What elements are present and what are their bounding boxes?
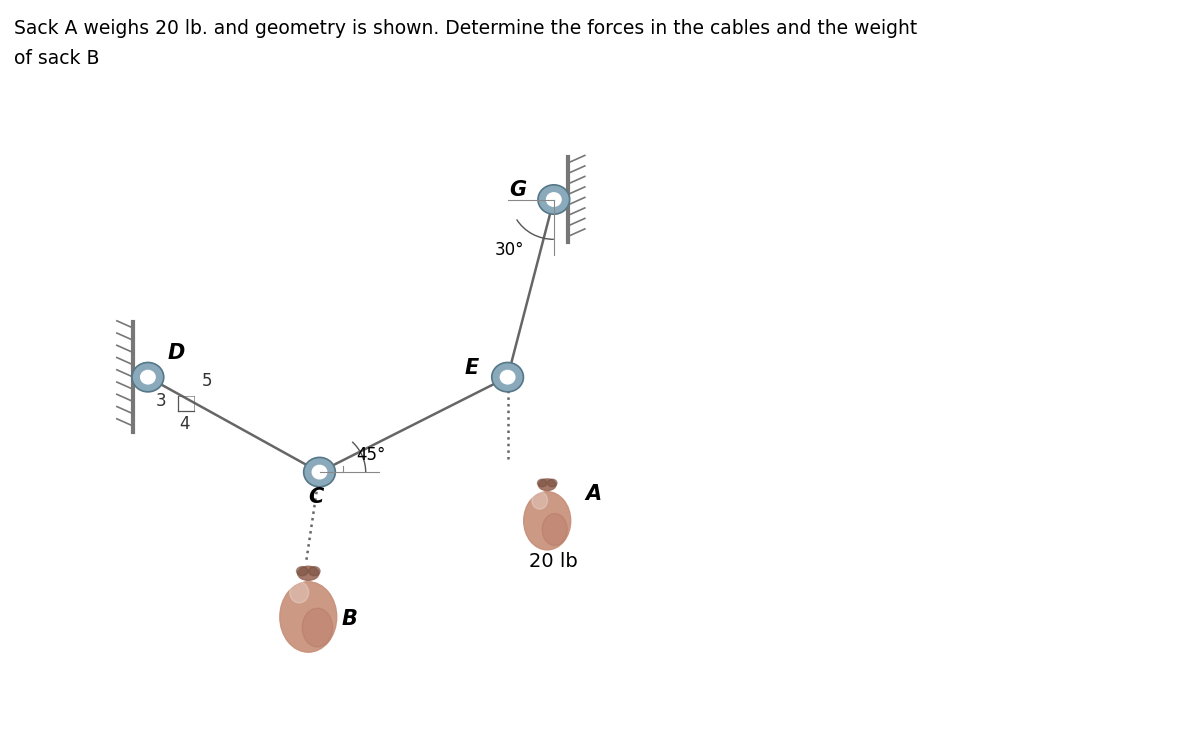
Text: 20 lb: 20 lb [529, 552, 578, 571]
Text: B: B [341, 610, 358, 629]
Ellipse shape [547, 479, 557, 487]
Circle shape [546, 193, 562, 206]
Ellipse shape [538, 479, 547, 487]
Ellipse shape [542, 513, 568, 545]
Circle shape [538, 185, 570, 214]
Text: 45°: 45° [356, 446, 385, 464]
Ellipse shape [302, 608, 332, 647]
Circle shape [492, 362, 523, 392]
Text: D: D [168, 343, 185, 363]
Text: of sack B: of sack B [14, 49, 100, 67]
Text: 5: 5 [202, 372, 212, 391]
Ellipse shape [280, 582, 337, 652]
Circle shape [312, 465, 326, 479]
Text: E: E [464, 358, 479, 378]
Circle shape [140, 371, 155, 384]
Text: 4: 4 [179, 415, 190, 433]
Circle shape [132, 362, 163, 392]
Text: C: C [308, 487, 324, 506]
Ellipse shape [539, 479, 556, 491]
Ellipse shape [308, 567, 320, 576]
Text: A: A [586, 483, 601, 503]
Ellipse shape [523, 492, 571, 550]
Ellipse shape [289, 582, 308, 603]
Text: 3: 3 [156, 392, 167, 410]
Text: 30°: 30° [494, 241, 524, 258]
Circle shape [500, 371, 515, 384]
Ellipse shape [532, 492, 547, 509]
Ellipse shape [298, 566, 319, 580]
Ellipse shape [296, 567, 308, 576]
Circle shape [304, 457, 335, 487]
Text: G: G [509, 181, 526, 200]
Text: Sack A weighs 20 lb. and geometry is shown. Determine the forces in the cables a: Sack A weighs 20 lb. and geometry is sho… [14, 19, 918, 37]
